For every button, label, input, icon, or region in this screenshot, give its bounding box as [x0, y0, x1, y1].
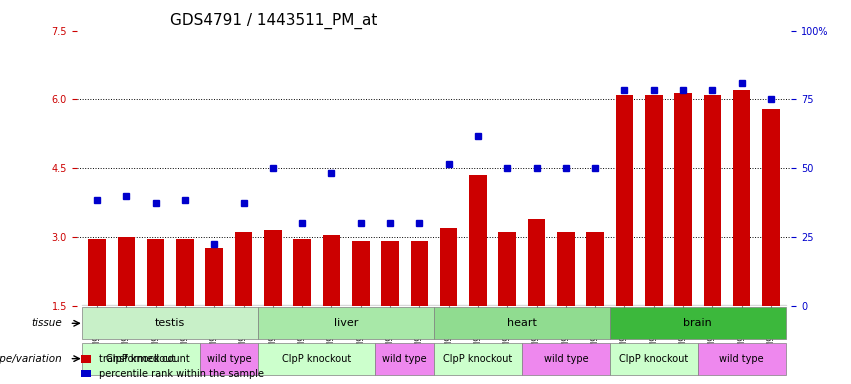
- Bar: [674, 93, 692, 306]
- Text: testis: testis: [155, 318, 186, 328]
- Text: GDS4791 / 1443511_PM_at: GDS4791 / 1443511_PM_at: [169, 13, 377, 29]
- FancyBboxPatch shape: [83, 308, 258, 339]
- Text: ClpP knockout: ClpP knockout: [283, 354, 351, 364]
- Text: wild type: wild type: [719, 354, 764, 364]
- Text: heart: heart: [507, 318, 537, 328]
- Bar: [176, 239, 194, 306]
- Bar: [704, 95, 721, 306]
- Text: wild type: wild type: [544, 354, 588, 364]
- Bar: [733, 90, 751, 306]
- Bar: [89, 239, 106, 306]
- Bar: [294, 239, 311, 306]
- FancyBboxPatch shape: [698, 343, 785, 374]
- Bar: [469, 175, 487, 306]
- FancyBboxPatch shape: [522, 343, 610, 374]
- Bar: [615, 95, 633, 306]
- Bar: [410, 242, 428, 306]
- FancyBboxPatch shape: [83, 343, 200, 374]
- Text: ClpP knockout: ClpP knockout: [443, 354, 512, 364]
- Bar: [440, 228, 458, 306]
- Bar: [235, 232, 253, 306]
- FancyBboxPatch shape: [610, 343, 698, 374]
- Bar: [381, 242, 399, 306]
- Text: brain: brain: [683, 318, 712, 328]
- Text: tissue: tissue: [31, 318, 62, 328]
- FancyBboxPatch shape: [610, 308, 785, 339]
- FancyBboxPatch shape: [434, 308, 610, 339]
- Bar: [264, 230, 282, 306]
- Text: ClpP knockout: ClpP knockout: [106, 354, 175, 364]
- Bar: [557, 232, 574, 306]
- FancyBboxPatch shape: [434, 343, 522, 374]
- Bar: [762, 109, 780, 306]
- Bar: [117, 237, 135, 306]
- FancyBboxPatch shape: [258, 343, 375, 374]
- Text: wild type: wild type: [207, 354, 251, 364]
- FancyBboxPatch shape: [200, 343, 258, 374]
- Text: genotype/variation: genotype/variation: [0, 354, 62, 364]
- FancyBboxPatch shape: [258, 308, 434, 339]
- Text: wild type: wild type: [382, 354, 427, 364]
- Bar: [323, 235, 340, 306]
- Bar: [499, 232, 516, 306]
- Bar: [586, 232, 604, 306]
- Bar: [147, 239, 164, 306]
- FancyBboxPatch shape: [375, 343, 434, 374]
- Legend: transformed count, percentile rank within the sample: transformed count, percentile rank withi…: [82, 354, 264, 379]
- Bar: [645, 95, 663, 306]
- Bar: [205, 248, 223, 306]
- Bar: [352, 242, 369, 306]
- Text: ClpP knockout: ClpP knockout: [620, 354, 688, 364]
- Text: liver: liver: [334, 318, 358, 328]
- Bar: [528, 218, 545, 306]
